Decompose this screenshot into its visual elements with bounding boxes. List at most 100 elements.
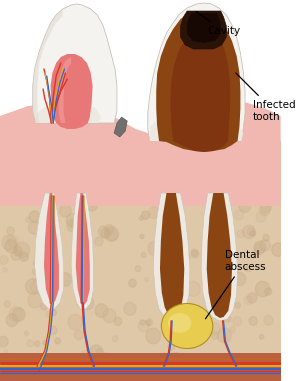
- Circle shape: [79, 239, 83, 243]
- Circle shape: [161, 167, 166, 171]
- Circle shape: [2, 235, 16, 250]
- Circle shape: [138, 320, 149, 332]
- Circle shape: [26, 279, 40, 294]
- Circle shape: [140, 234, 144, 239]
- Circle shape: [80, 350, 92, 362]
- Circle shape: [142, 211, 149, 219]
- Circle shape: [135, 266, 141, 272]
- Circle shape: [59, 204, 71, 217]
- Circle shape: [160, 363, 171, 374]
- Circle shape: [0, 256, 8, 264]
- Circle shape: [218, 260, 223, 266]
- Circle shape: [8, 235, 19, 247]
- Circle shape: [258, 175, 262, 179]
- Circle shape: [75, 365, 86, 376]
- Circle shape: [146, 363, 153, 371]
- Circle shape: [54, 360, 58, 365]
- Circle shape: [261, 167, 269, 176]
- Circle shape: [28, 221, 40, 234]
- Polygon shape: [207, 193, 232, 318]
- Circle shape: [3, 267, 7, 272]
- Circle shape: [23, 181, 31, 188]
- Circle shape: [16, 142, 29, 156]
- Text: Cavity: Cavity: [196, 11, 241, 36]
- Circle shape: [169, 353, 182, 367]
- Circle shape: [38, 158, 47, 168]
- Circle shape: [74, 330, 83, 340]
- Circle shape: [4, 301, 10, 307]
- Polygon shape: [71, 193, 94, 309]
- Circle shape: [167, 374, 172, 379]
- Circle shape: [176, 320, 188, 333]
- Circle shape: [139, 216, 143, 220]
- Polygon shape: [0, 141, 280, 381]
- Circle shape: [169, 146, 175, 151]
- Circle shape: [242, 225, 255, 239]
- Polygon shape: [160, 193, 184, 318]
- Circle shape: [235, 302, 240, 308]
- Circle shape: [117, 165, 122, 170]
- Circle shape: [11, 250, 21, 261]
- Circle shape: [202, 183, 217, 199]
- Circle shape: [98, 226, 109, 237]
- Circle shape: [182, 253, 190, 261]
- Polygon shape: [50, 54, 93, 129]
- Circle shape: [95, 304, 108, 317]
- Circle shape: [6, 314, 18, 327]
- Circle shape: [230, 327, 235, 333]
- Circle shape: [43, 340, 47, 345]
- Circle shape: [45, 291, 59, 306]
- Circle shape: [13, 150, 27, 166]
- Circle shape: [255, 281, 270, 297]
- Ellipse shape: [168, 313, 191, 333]
- Circle shape: [95, 237, 103, 246]
- Circle shape: [233, 272, 246, 285]
- Circle shape: [112, 336, 118, 341]
- Polygon shape: [114, 123, 170, 151]
- Circle shape: [0, 183, 9, 195]
- Circle shape: [31, 280, 44, 293]
- Circle shape: [265, 288, 272, 295]
- Polygon shape: [170, 27, 230, 152]
- Circle shape: [186, 281, 200, 296]
- Circle shape: [20, 252, 28, 261]
- Circle shape: [206, 242, 219, 255]
- Circle shape: [146, 319, 153, 326]
- Polygon shape: [219, 117, 243, 141]
- Circle shape: [166, 212, 170, 216]
- Ellipse shape: [161, 304, 213, 349]
- Circle shape: [177, 357, 182, 362]
- Circle shape: [82, 252, 90, 261]
- Circle shape: [272, 243, 284, 256]
- Circle shape: [107, 230, 118, 241]
- Circle shape: [141, 252, 146, 258]
- Circle shape: [220, 150, 234, 166]
- Circle shape: [173, 298, 178, 304]
- Polygon shape: [58, 103, 81, 123]
- Circle shape: [196, 163, 210, 177]
- Polygon shape: [79, 105, 101, 123]
- Circle shape: [114, 317, 122, 325]
- Circle shape: [184, 336, 190, 342]
- Polygon shape: [44, 193, 59, 303]
- Circle shape: [16, 181, 28, 194]
- Circle shape: [62, 152, 66, 157]
- Circle shape: [182, 339, 187, 343]
- Circle shape: [24, 331, 28, 336]
- Circle shape: [33, 366, 45, 379]
- Circle shape: [218, 311, 226, 320]
- Circle shape: [105, 224, 114, 234]
- Circle shape: [248, 227, 255, 235]
- Circle shape: [89, 345, 103, 360]
- Circle shape: [26, 164, 35, 174]
- Polygon shape: [150, 117, 176, 141]
- Polygon shape: [33, 9, 63, 123]
- Circle shape: [184, 334, 198, 349]
- Circle shape: [225, 316, 231, 322]
- Circle shape: [172, 212, 181, 222]
- Circle shape: [105, 227, 119, 241]
- Circle shape: [169, 288, 178, 298]
- Circle shape: [248, 293, 257, 303]
- Polygon shape: [33, 4, 117, 123]
- Circle shape: [68, 314, 83, 330]
